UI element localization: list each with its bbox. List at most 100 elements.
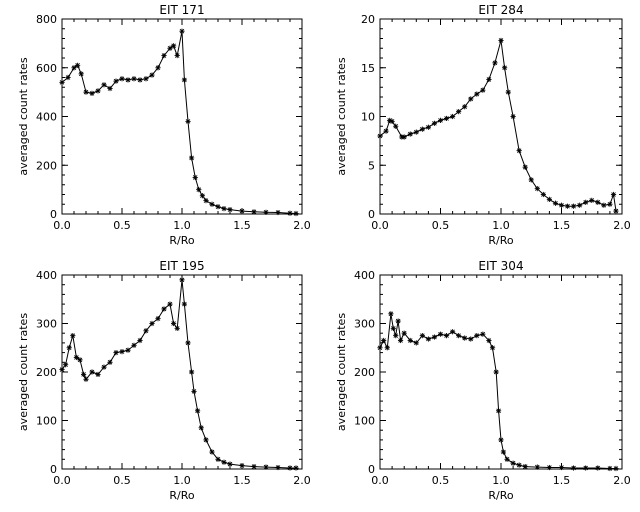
data-point bbox=[413, 340, 419, 346]
data-point bbox=[203, 437, 209, 443]
data-point bbox=[59, 366, 65, 373]
data-point bbox=[143, 328, 149, 334]
x-axis-label: R/Ro bbox=[169, 489, 194, 502]
data-point bbox=[107, 359, 113, 365]
data-point bbox=[589, 197, 595, 203]
data-point bbox=[181, 301, 187, 307]
data-point bbox=[63, 362, 69, 368]
data-point bbox=[171, 320, 177, 327]
data-point bbox=[456, 109, 462, 115]
data-point bbox=[287, 465, 293, 471]
data-point bbox=[486, 76, 492, 83]
y-tick-label: 100 bbox=[354, 415, 375, 428]
x-tick-label: 1.5 bbox=[233, 474, 251, 487]
data-point bbox=[474, 91, 480, 97]
data-point bbox=[480, 87, 486, 93]
x-tick-label: 1.0 bbox=[173, 474, 191, 487]
chart-title: EIT 284 bbox=[478, 3, 523, 17]
series-line bbox=[379, 40, 617, 212]
y-tick-label: 400 bbox=[354, 269, 375, 282]
data-point bbox=[143, 76, 149, 82]
data-point bbox=[161, 306, 167, 312]
data-point bbox=[443, 333, 450, 339]
data-point bbox=[101, 82, 107, 88]
data-point bbox=[71, 65, 77, 71]
data-point bbox=[401, 330, 407, 336]
x-tick-label: 0.5 bbox=[432, 219, 450, 232]
y-tick-label: 5 bbox=[368, 159, 375, 172]
data-point bbox=[263, 464, 269, 470]
chart-title: EIT 171 bbox=[159, 3, 204, 17]
data-point bbox=[181, 77, 187, 83]
y-axis-label: averaged count rates bbox=[17, 57, 30, 175]
data-point bbox=[431, 120, 438, 126]
x-tick-label: 1.0 bbox=[492, 219, 510, 232]
data-point bbox=[595, 465, 601, 471]
data-point bbox=[287, 210, 293, 216]
data-point bbox=[293, 465, 299, 471]
data-point bbox=[65, 74, 71, 81]
data-point bbox=[552, 200, 559, 206]
data-point bbox=[390, 325, 396, 331]
data-point bbox=[77, 357, 83, 363]
data-point bbox=[500, 449, 507, 455]
data-point bbox=[407, 131, 413, 137]
data-point bbox=[505, 89, 511, 95]
data-point bbox=[486, 337, 492, 344]
data-point bbox=[131, 342, 137, 348]
data-point bbox=[179, 277, 185, 283]
data-point bbox=[558, 464, 565, 471]
data-point bbox=[534, 186, 540, 192]
data-point bbox=[381, 337, 387, 344]
y-tick-label: 200 bbox=[36, 366, 57, 379]
data-point bbox=[221, 459, 227, 465]
data-point bbox=[149, 320, 155, 327]
data-point bbox=[149, 72, 155, 78]
data-point bbox=[397, 337, 404, 344]
data-point bbox=[174, 52, 180, 59]
data-point bbox=[571, 465, 577, 471]
x-tick-label: 0.0 bbox=[371, 474, 389, 487]
data-point bbox=[119, 76, 125, 82]
data-point bbox=[510, 113, 516, 120]
x-axis-label: R/Ro bbox=[488, 489, 513, 502]
data-point bbox=[456, 333, 462, 339]
data-point bbox=[522, 463, 528, 470]
data-point bbox=[407, 337, 413, 344]
data-point bbox=[383, 128, 389, 134]
y-tick-label: 0 bbox=[50, 208, 57, 221]
data-point bbox=[215, 204, 221, 210]
x-tick-label: 2.0 bbox=[293, 474, 311, 487]
data-point bbox=[192, 174, 198, 181]
data-point bbox=[564, 203, 571, 209]
data-point bbox=[155, 316, 161, 322]
data-point bbox=[209, 201, 215, 207]
data-point bbox=[119, 349, 125, 355]
data-point bbox=[607, 465, 613, 472]
data-point bbox=[558, 202, 565, 208]
data-point bbox=[388, 311, 394, 317]
data-point bbox=[522, 164, 528, 170]
data-point bbox=[161, 52, 167, 59]
data-point bbox=[516, 148, 522, 154]
y-tick-label: 20 bbox=[361, 13, 375, 26]
data-point bbox=[209, 449, 215, 455]
data-point bbox=[462, 104, 468, 110]
chart-panel: EIT 195 0.0 0.5 1.0 1.5 2.0 0 100 200 300 400 R/Ro a… bbox=[17, 259, 311, 502]
data-point bbox=[377, 345, 383, 351]
x-tick-label: 2.0 bbox=[293, 219, 311, 232]
data-point bbox=[419, 126, 425, 132]
data-point bbox=[583, 465, 589, 471]
data-point bbox=[189, 155, 195, 161]
data-point bbox=[95, 88, 101, 94]
data-point bbox=[437, 331, 444, 337]
y-tick-label: 100 bbox=[36, 415, 57, 428]
y-tick-label: 15 bbox=[361, 62, 375, 75]
x-tick-label: 0.0 bbox=[371, 219, 389, 232]
data-point bbox=[613, 465, 619, 472]
y-tick-label: 0 bbox=[368, 208, 375, 221]
data-point bbox=[137, 337, 143, 344]
data-point bbox=[492, 60, 498, 66]
y-tick-label: 0 bbox=[368, 463, 375, 476]
